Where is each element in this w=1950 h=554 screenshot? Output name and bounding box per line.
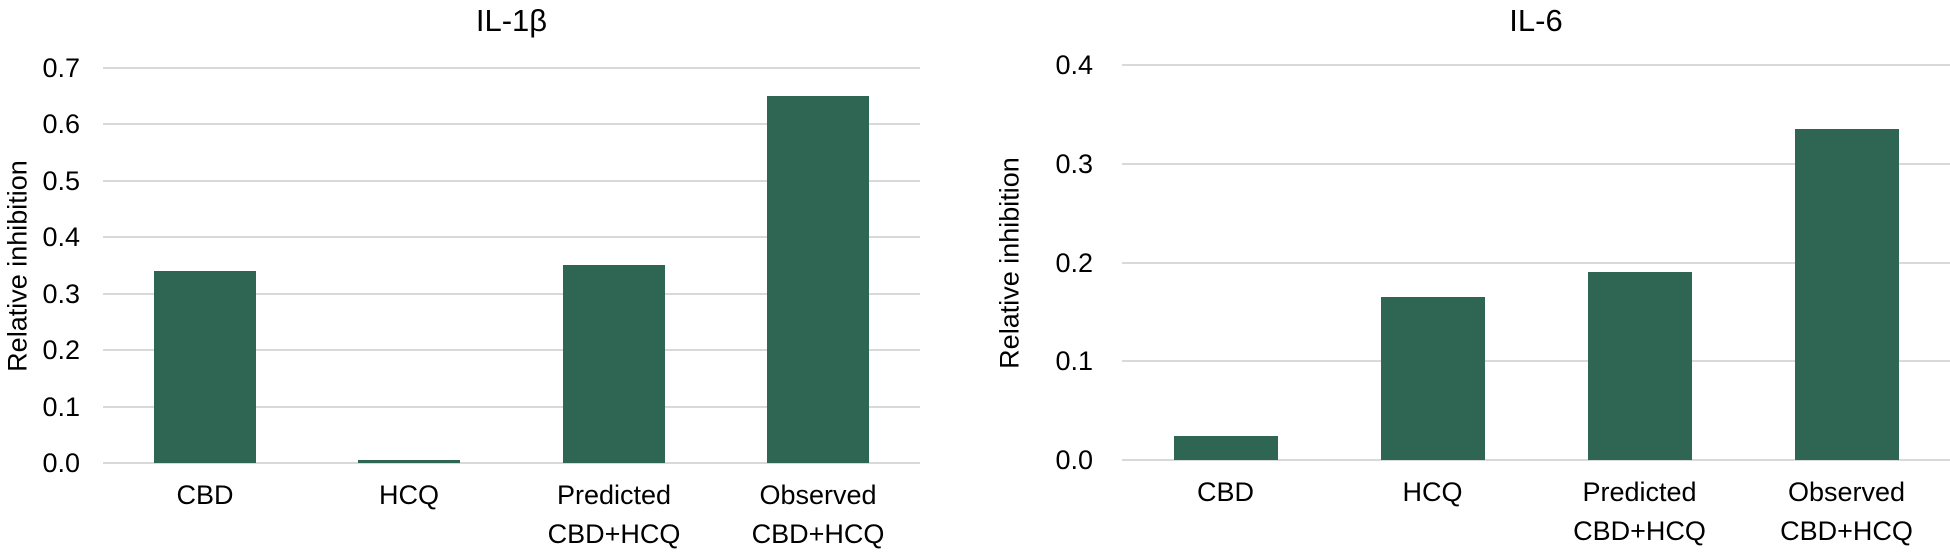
x-category-label-line: HCQ [1402, 477, 1463, 507]
gridline [103, 406, 920, 408]
gridline [103, 349, 920, 351]
chart-title: IL-6 [1509, 3, 1563, 38]
x-category-label-line: CBD+HCQ [751, 519, 885, 549]
x-category-label-line: CBD+HCQ [1573, 516, 1706, 546]
x-category-label-line: CBD+HCQ [547, 519, 681, 549]
gridline [1122, 262, 1950, 264]
x-category-label-line: CBD [1196, 477, 1254, 507]
x-category-label: HCQ [1329, 473, 1536, 512]
bar-observed-cbd-hcq [1795, 129, 1899, 460]
y-tick-label: 0.4 [1055, 50, 1093, 80]
x-category-label: Observed CBD+HCQ [1743, 473, 1950, 551]
x-category-label: Predicted CBD+HCQ [1536, 473, 1743, 551]
x-category-label-line: Observed [1787, 477, 1906, 507]
gridline [103, 236, 920, 238]
y-tick-label: 0.7 [42, 53, 80, 83]
y-tick-label: 0.0 [42, 448, 80, 478]
y-tick-label: 0.4 [42, 222, 80, 252]
bar-predicted-cbd-hcq [1588, 272, 1692, 460]
gridline [1122, 360, 1950, 362]
gridline [103, 293, 920, 295]
gridline [103, 67, 920, 69]
x-category-label: HCQ [307, 476, 511, 515]
gridline [103, 123, 920, 125]
y-tick-label: 0.3 [42, 279, 80, 309]
chart-title: IL-1β [475, 3, 548, 38]
y-tick-label: 0.0 [1055, 445, 1093, 475]
bar-observed-cbd-hcq [767, 96, 869, 463]
gridline [103, 180, 920, 182]
y-tick-label: 0.2 [42, 335, 80, 365]
x-category-label: CBD [1122, 473, 1329, 512]
y-tick-label: 0.3 [1055, 149, 1093, 179]
bar-cbd [1174, 436, 1278, 460]
y-tick-label: 0.1 [42, 392, 80, 422]
x-category-label: Predicted CBD+HCQ [512, 476, 716, 554]
x-category-label: CBD [103, 476, 307, 515]
x-category-label-line: Predicted [556, 480, 672, 510]
gridline [103, 462, 920, 464]
chart-il-1b: IL-1β Relative inhibition 0.0 0.1 0.2 0.3 0.… [3, 3, 920, 554]
bar-hcq [358, 460, 460, 463]
x-category-label: Observed CBD+HCQ [716, 476, 920, 554]
x-category-label-line: CBD+HCQ [1780, 516, 1913, 546]
x-category-label-line: Observed [759, 480, 877, 510]
y-tick-label: 0.2 [1055, 248, 1093, 278]
bar-hcq [1381, 297, 1485, 460]
gridline [1122, 64, 1950, 66]
x-category-label-line: Predicted [1582, 477, 1697, 507]
y-tick-label: 0.5 [42, 166, 80, 196]
gridline [1122, 459, 1950, 461]
gridline [1122, 163, 1950, 165]
x-category-label-line: CBD [176, 480, 234, 510]
bar-cbd [154, 271, 256, 463]
x-category-label-line: HCQ [379, 480, 439, 510]
bar-predicted-cbd-hcq [563, 265, 665, 463]
y-tick-label: 0.1 [1055, 346, 1093, 376]
chart-il-6: IL-6 Relative inhibition 0.0 0.1 0.2 0.3 0.4… [975, 0, 1950, 554]
y-tick-label: 0.6 [42, 109, 80, 139]
